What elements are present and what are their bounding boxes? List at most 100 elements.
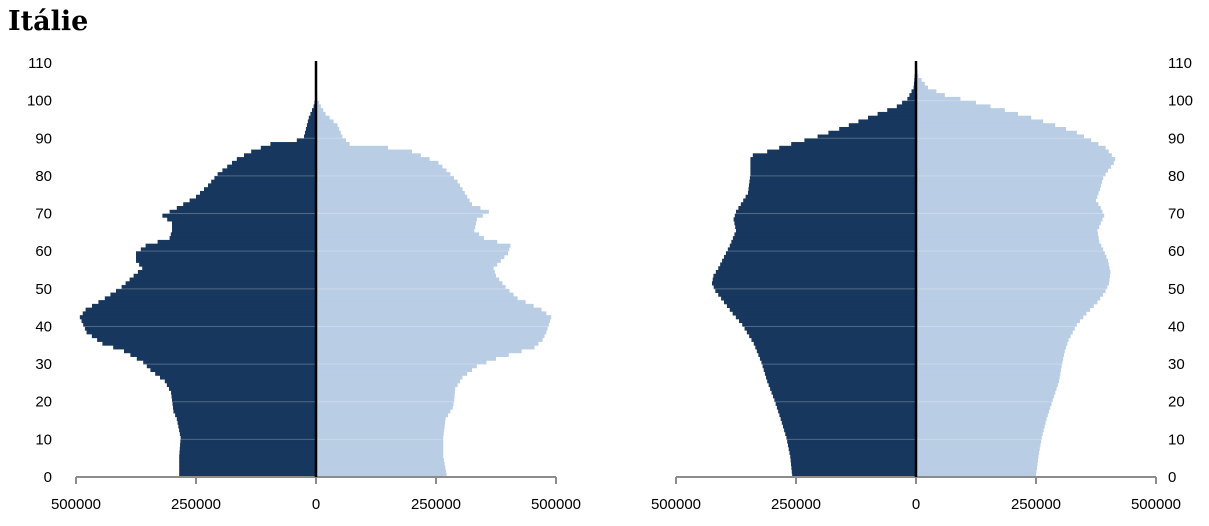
bar-right	[316, 157, 430, 162]
bar-left	[828, 130, 916, 135]
bar-right	[316, 431, 444, 436]
bar-left	[770, 386, 916, 391]
y-tick-label: 10	[35, 431, 52, 448]
bar-left	[727, 247, 916, 252]
bar-left	[296, 138, 316, 143]
bar-left	[179, 428, 316, 433]
bar-right	[916, 435, 1042, 440]
bar-left	[168, 386, 316, 391]
bar-left	[305, 126, 316, 132]
bar-right	[316, 318, 550, 324]
y-tick-label: 70	[35, 206, 52, 223]
bar-right	[316, 333, 545, 339]
bar-right	[916, 277, 1110, 282]
bar-left	[755, 345, 916, 350]
bar-right	[916, 202, 1099, 207]
bar-right	[316, 104, 321, 109]
bar-left	[104, 296, 316, 301]
bar-left	[750, 160, 916, 166]
bar-left	[713, 273, 916, 278]
bar-left	[735, 224, 916, 229]
bar-left	[780, 416, 916, 421]
pyramid-panel-1: 500000 250000 0 250000 500000 0 10 20 30 40 50 60 70…	[27, 55, 581, 513]
bar-left	[764, 371, 916, 376]
bar-right	[316, 190, 465, 196]
bar-left	[172, 401, 316, 406]
bar-right	[316, 446, 444, 452]
bar-left	[79, 315, 316, 320]
bar-right	[916, 450, 1040, 455]
bar-right	[316, 435, 444, 440]
bar-left	[739, 318, 916, 324]
bar-left	[98, 300, 317, 305]
bar-left	[97, 337, 317, 342]
bar-left	[839, 126, 916, 132]
bar-left	[200, 190, 316, 196]
bar-left	[743, 198, 916, 203]
bar-left	[137, 270, 316, 275]
bar-right	[316, 142, 350, 147]
bar-left	[171, 390, 316, 395]
bar-right	[316, 160, 439, 166]
bar-right	[316, 330, 547, 335]
bar-right	[916, 115, 1032, 120]
bar-right	[916, 78, 922, 83]
bar-left	[782, 424, 916, 429]
x-tick-label: 500000	[531, 496, 581, 513]
bar-right	[916, 420, 1046, 425]
bar-left	[180, 439, 316, 444]
bar-left	[887, 108, 916, 113]
bar-right	[316, 367, 472, 373]
bar-right	[916, 247, 1104, 252]
bar-left	[767, 149, 916, 154]
bar-left	[734, 221, 916, 226]
bar-right	[316, 401, 454, 406]
bar-left	[766, 375, 916, 380]
bar-right	[916, 262, 1109, 267]
bar-right	[916, 356, 1064, 361]
bar-left	[749, 333, 916, 339]
bar-right	[916, 123, 1056, 128]
bar-right	[916, 431, 1043, 436]
bar-left	[740, 202, 916, 207]
bar-right	[316, 424, 445, 429]
bar-right	[316, 228, 475, 233]
bar-left	[155, 371, 316, 376]
bar-right	[916, 292, 1103, 297]
bar-right	[316, 266, 494, 271]
bar-right	[316, 172, 451, 177]
bar-left	[175, 413, 316, 418]
bar-right	[316, 273, 496, 278]
bar-left	[787, 443, 916, 448]
bar-right	[316, 130, 341, 135]
bar-right	[316, 469, 446, 474]
bar-left	[143, 360, 316, 365]
bar-left	[715, 288, 916, 293]
x-tick-label: 500000	[51, 496, 101, 513]
bar-right	[916, 364, 1062, 369]
x-tick-label: 250000	[171, 496, 221, 513]
bar-left	[133, 273, 316, 278]
bar-right	[316, 382, 458, 388]
bar-left	[734, 232, 916, 237]
bar-right	[916, 371, 1061, 376]
bar-left	[172, 228, 316, 233]
bar-right	[316, 473, 447, 478]
bar-right	[916, 130, 1077, 135]
bar-right	[916, 424, 1045, 429]
bar-left	[868, 115, 916, 120]
bar-left	[779, 145, 916, 150]
bar-right	[916, 145, 1106, 150]
bar-left	[732, 236, 916, 241]
bar-left	[308, 115, 316, 120]
bar-left	[176, 416, 316, 421]
bar-left	[310, 111, 316, 117]
bar-right	[916, 270, 1111, 275]
bar-left	[771, 390, 916, 395]
y-tick-label: 100	[1168, 93, 1193, 110]
bar-left	[270, 142, 316, 147]
bar-left	[84, 326, 316, 331]
pyramid-panel-2: 500000 250000 0 250000 500000 0 10 20 30 40 50 60 70…	[651, 55, 1193, 513]
bar-left	[729, 307, 916, 312]
bar-left	[208, 183, 316, 188]
